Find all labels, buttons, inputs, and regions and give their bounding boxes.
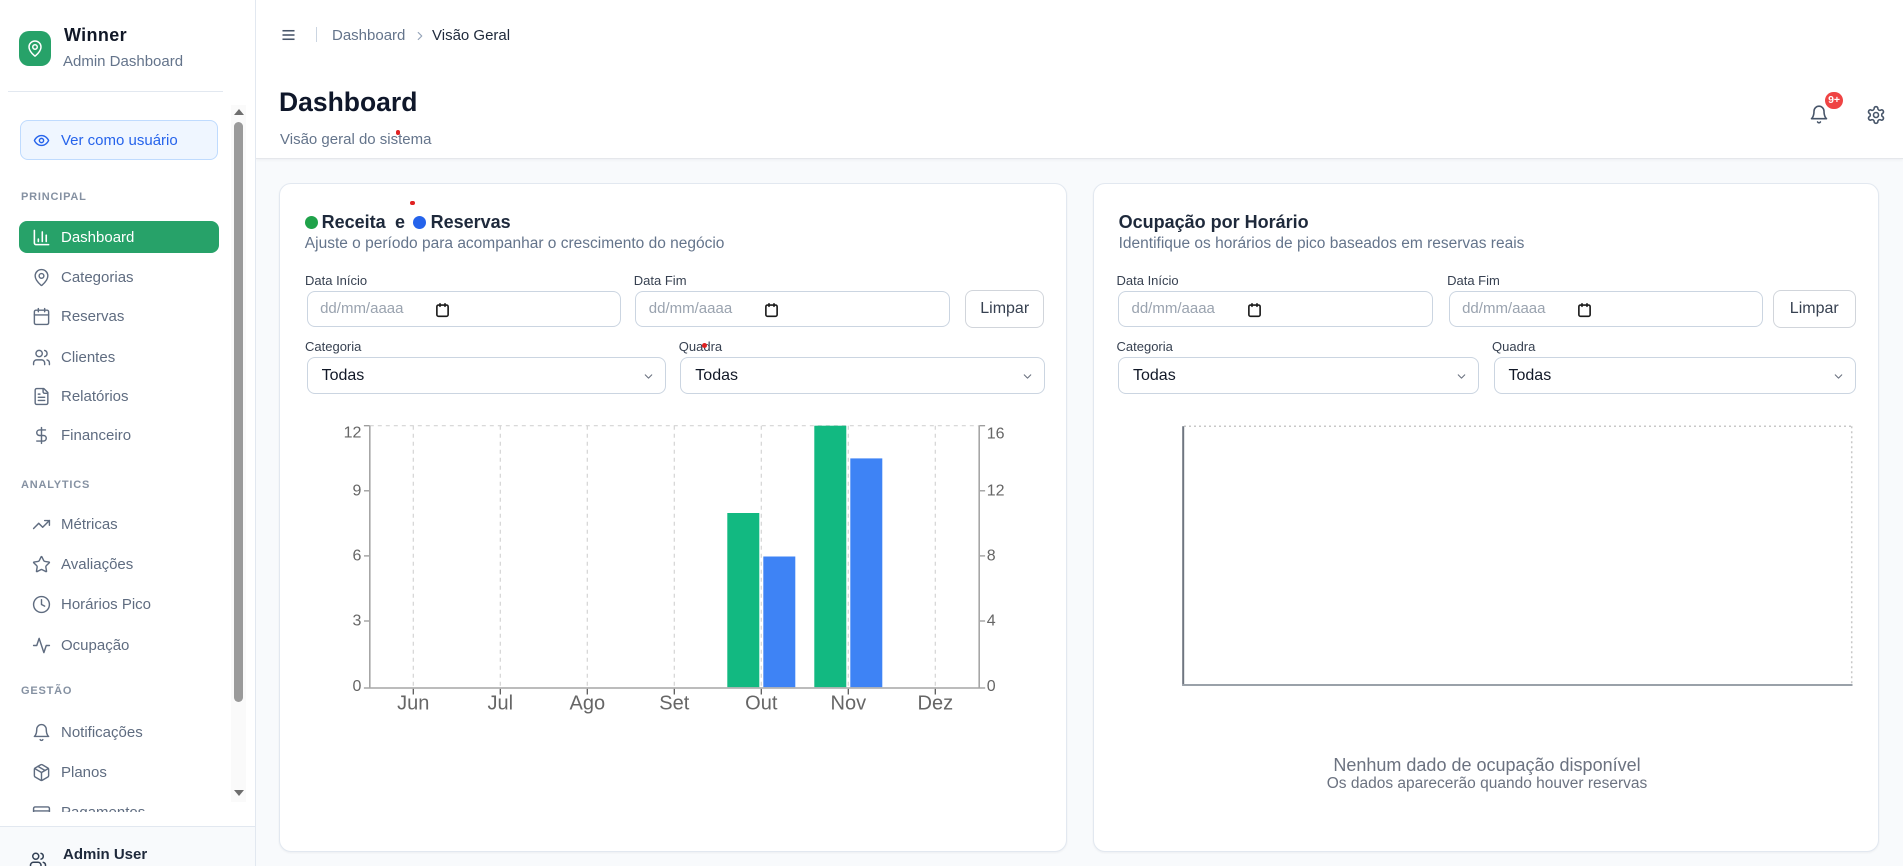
svg-text:12: 12 [987, 482, 1005, 499]
svg-text:Ago: Ago [570, 693, 606, 715]
svg-text:8: 8 [987, 547, 996, 564]
svg-text:Jun: Jun [397, 693, 429, 715]
svg-text:Jul: Jul [488, 693, 514, 715]
svg-text:Out: Out [745, 693, 778, 715]
svg-text:16: 16 [987, 426, 1005, 443]
svg-text:0: 0 [352, 678, 361, 695]
svg-text:4: 4 [987, 613, 996, 630]
svg-text:Set: Set [659, 693, 689, 715]
svg-text:Dez: Dez [918, 693, 954, 715]
svg-text:3: 3 [352, 613, 361, 630]
svg-text:12: 12 [344, 425, 362, 442]
svg-text:6: 6 [352, 547, 361, 564]
svg-text:0: 0 [987, 678, 996, 695]
svg-text:Nov: Nov [831, 693, 867, 715]
svg-text:9: 9 [352, 482, 361, 499]
